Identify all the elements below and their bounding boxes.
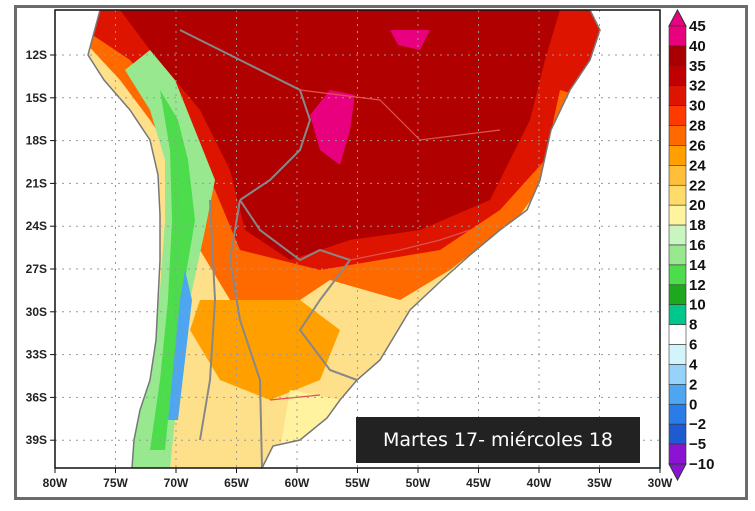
colorbar-swatch (668, 423, 687, 445)
colorbar-label: −5 (689, 436, 706, 453)
colorbar-label: 45 (689, 18, 706, 35)
colorbar: 45403532302826242220181614121086420−2−5−… (668, 8, 714, 482)
date-overlay-title: Martes 17- miércoles 18 (356, 417, 640, 463)
colorbar-swatch (668, 65, 687, 87)
colorbar-label: 40 (689, 38, 706, 55)
coastline (87, 10, 601, 468)
colorbar-label: 22 (689, 177, 706, 194)
lat-tick-label: 39S (26, 433, 47, 447)
colorbar-swatch (668, 224, 687, 246)
colorbar-label: −10 (689, 456, 714, 473)
country-borders (179, 29, 358, 468)
plot-area (55, 10, 660, 468)
lon-tick-label: 40W (527, 476, 552, 490)
colorbar-swatch (668, 145, 687, 166)
colorbar-swatch (668, 204, 687, 226)
lon-tick-label: 50W (406, 476, 431, 490)
colorbar-label: 26 (689, 137, 706, 154)
lon-tick-label: 30W (648, 476, 673, 490)
lat-tick-label: 36S (26, 390, 47, 404)
lat-tick-label: 30S (26, 305, 47, 319)
colorbar-label: 16 (689, 237, 706, 254)
colorbar-swatch (668, 284, 687, 306)
latitude-axis: 12S 15S 18S 21S 24S 27S 30S 33S 36S 39S (26, 48, 55, 447)
colorbar-label: 20 (689, 197, 706, 214)
colorbar-swatch (668, 403, 687, 425)
colorbar-label: 30 (689, 98, 706, 115)
colorbar-swatch (668, 443, 687, 465)
lat-tick-label: 33S (26, 348, 47, 362)
colorbar-swatch (668, 304, 687, 325)
colorbar-label: 32 (689, 78, 706, 95)
colorbar-swatch (668, 25, 687, 47)
colorbar-label: −2 (689, 416, 706, 433)
colorbar-swatch (668, 264, 687, 286)
colorbar-swatch (668, 184, 687, 206)
lon-tick-label: 80W (43, 476, 68, 490)
colorbar-swatch (668, 125, 687, 146)
lon-tick-label: 75W (103, 476, 128, 490)
lon-tick-label: 35W (587, 476, 612, 490)
lon-tick-label: 60W (285, 476, 310, 490)
colorbar-swatch (668, 364, 687, 385)
colorbar-label: 4 (689, 356, 698, 373)
colorbar-label: 24 (689, 157, 706, 174)
colorbar-swatch (668, 105, 687, 126)
colorbar-min-arrow (668, 463, 687, 482)
colorbar-swatch (668, 324, 687, 345)
lat-tick-label: 12S (26, 48, 47, 62)
lon-tick-label: 45W (466, 476, 491, 490)
colorbar-label: 35 (689, 58, 706, 75)
lat-tick-label: 24S (26, 219, 47, 233)
colorbar-label: 2 (689, 376, 697, 393)
lat-tick-label: 15S (26, 91, 47, 105)
lat-tick-label: 21S (26, 176, 47, 190)
colorbar-label: 8 (689, 317, 697, 334)
lat-tick-label: 18S (26, 134, 47, 148)
lon-tick-label: 55W (345, 476, 370, 490)
colorbar-swatch (668, 85, 687, 106)
colorbar-swatch (668, 165, 687, 186)
longitude-axis: 80W 75W 70W 65W 60W 55W 50W 45W 40W 35W 30W (43, 468, 673, 490)
colorbar-label: 0 (689, 396, 697, 413)
colorbar-label: 12 (689, 277, 706, 294)
colorbar-max-arrow (668, 8, 687, 27)
lon-tick-label: 65W (224, 476, 249, 490)
lon-tick-label: 70W (164, 476, 189, 490)
colorbar-label: 18 (689, 217, 706, 234)
colorbar-swatch (668, 244, 687, 266)
colorbar-swatch (668, 384, 687, 405)
lat-tick-label: 27S (26, 262, 47, 276)
colorbar-label: 10 (689, 297, 706, 314)
colorbar-label: 28 (689, 118, 706, 135)
colorbar-swatch (668, 45, 687, 67)
colorbar-swatch (668, 344, 687, 365)
colorbar-label: 6 (689, 337, 697, 354)
colorbar-label: 14 (689, 257, 706, 274)
